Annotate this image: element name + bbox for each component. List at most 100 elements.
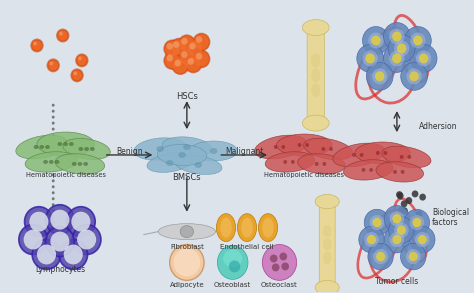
Circle shape xyxy=(371,35,381,45)
Ellipse shape xyxy=(217,214,236,241)
Ellipse shape xyxy=(25,152,77,172)
Ellipse shape xyxy=(376,151,380,155)
Ellipse shape xyxy=(158,224,216,240)
Ellipse shape xyxy=(193,33,210,50)
Ellipse shape xyxy=(49,160,54,164)
Circle shape xyxy=(373,218,382,227)
Circle shape xyxy=(46,226,74,256)
Circle shape xyxy=(52,185,55,188)
Ellipse shape xyxy=(180,36,194,51)
Circle shape xyxy=(409,252,418,261)
Ellipse shape xyxy=(77,55,87,65)
Ellipse shape xyxy=(315,280,339,293)
Circle shape xyxy=(52,139,55,142)
Ellipse shape xyxy=(178,34,196,53)
Ellipse shape xyxy=(46,58,60,72)
Circle shape xyxy=(370,215,384,230)
Circle shape xyxy=(412,218,421,227)
Ellipse shape xyxy=(400,155,403,159)
Ellipse shape xyxy=(352,153,356,157)
Ellipse shape xyxy=(304,138,353,160)
Circle shape xyxy=(229,260,240,272)
Circle shape xyxy=(19,225,47,255)
Ellipse shape xyxy=(223,250,242,268)
Ellipse shape xyxy=(164,40,181,57)
Circle shape xyxy=(410,215,424,230)
Ellipse shape xyxy=(283,160,287,164)
Ellipse shape xyxy=(34,145,38,149)
Ellipse shape xyxy=(75,53,89,67)
Circle shape xyxy=(401,243,426,270)
Ellipse shape xyxy=(181,38,188,45)
Ellipse shape xyxy=(179,49,195,66)
Circle shape xyxy=(410,33,426,48)
Ellipse shape xyxy=(175,60,181,67)
Ellipse shape xyxy=(47,59,59,71)
Ellipse shape xyxy=(70,68,84,82)
Circle shape xyxy=(406,68,422,84)
Ellipse shape xyxy=(156,146,164,152)
Ellipse shape xyxy=(302,115,329,131)
Circle shape xyxy=(37,245,56,265)
Text: Hematopoietic diseases: Hematopoietic diseases xyxy=(264,172,344,178)
Circle shape xyxy=(416,50,431,67)
Circle shape xyxy=(50,210,69,230)
Ellipse shape xyxy=(194,162,202,168)
Circle shape xyxy=(406,197,412,204)
Ellipse shape xyxy=(173,58,188,73)
Ellipse shape xyxy=(333,143,384,167)
Ellipse shape xyxy=(90,147,95,151)
Circle shape xyxy=(413,35,423,45)
Circle shape xyxy=(404,27,431,54)
Ellipse shape xyxy=(355,142,410,164)
Circle shape xyxy=(52,110,55,113)
Ellipse shape xyxy=(162,137,211,157)
Circle shape xyxy=(376,252,385,261)
Ellipse shape xyxy=(180,50,194,65)
Circle shape xyxy=(403,226,410,233)
Circle shape xyxy=(280,253,287,260)
Ellipse shape xyxy=(166,55,173,62)
Circle shape xyxy=(410,71,419,81)
Ellipse shape xyxy=(181,51,188,58)
Ellipse shape xyxy=(58,30,67,40)
Circle shape xyxy=(52,134,55,137)
Circle shape xyxy=(374,249,388,264)
Ellipse shape xyxy=(30,38,44,52)
Circle shape xyxy=(383,23,410,50)
Circle shape xyxy=(50,231,69,251)
Ellipse shape xyxy=(78,162,82,166)
Circle shape xyxy=(397,43,406,53)
Text: Osteoblast: Osteoblast xyxy=(214,282,251,288)
Circle shape xyxy=(363,50,378,67)
Circle shape xyxy=(366,62,393,90)
Ellipse shape xyxy=(258,214,278,241)
Ellipse shape xyxy=(241,218,253,238)
Ellipse shape xyxy=(193,50,210,67)
Ellipse shape xyxy=(322,162,326,166)
Circle shape xyxy=(410,226,435,253)
Ellipse shape xyxy=(180,226,193,238)
Ellipse shape xyxy=(73,70,82,80)
Circle shape xyxy=(59,240,88,270)
Ellipse shape xyxy=(56,28,69,42)
Circle shape xyxy=(73,225,101,255)
Ellipse shape xyxy=(63,142,68,146)
Ellipse shape xyxy=(165,41,180,56)
Ellipse shape xyxy=(184,55,202,73)
Ellipse shape xyxy=(376,162,424,182)
Circle shape xyxy=(392,235,401,244)
Ellipse shape xyxy=(408,155,411,159)
Circle shape xyxy=(25,207,53,236)
Circle shape xyxy=(392,53,401,63)
Circle shape xyxy=(419,53,428,63)
Ellipse shape xyxy=(311,83,320,97)
Circle shape xyxy=(368,33,383,48)
Circle shape xyxy=(384,226,410,253)
Circle shape xyxy=(368,243,393,270)
Circle shape xyxy=(52,221,55,224)
Circle shape xyxy=(396,191,403,198)
Circle shape xyxy=(383,45,410,72)
Text: Lymphocytes: Lymphocytes xyxy=(35,265,85,275)
Circle shape xyxy=(52,173,55,176)
